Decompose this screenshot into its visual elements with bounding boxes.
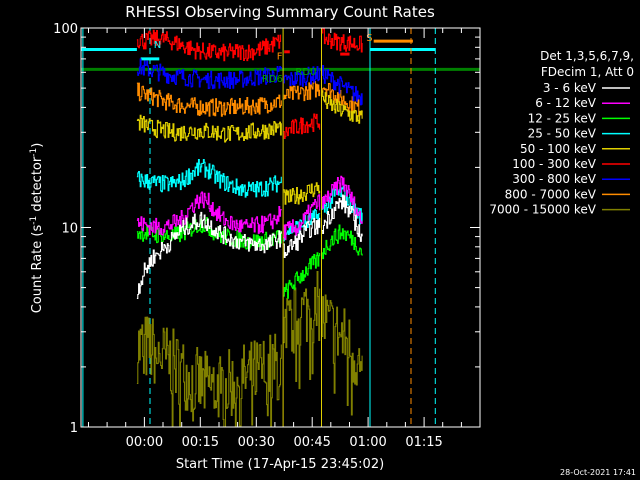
legend: Det 1,3,5,6,7,9, FDecim 1, Att 0 3 - 6 k… xyxy=(489,49,634,217)
chart-annotation: RD0 xyxy=(295,67,316,78)
y-tick-label: 1 xyxy=(70,421,78,436)
series-line xyxy=(283,270,321,390)
generation-timestamp: 28-Oct-2021 17:41 xyxy=(560,468,636,477)
y-axis-label: Count Rate (s-1 detector-1) xyxy=(29,143,45,314)
x-tick-label: 00:00 xyxy=(126,435,163,450)
series-line xyxy=(321,90,363,124)
series-line xyxy=(321,194,363,242)
legend-entry-label: 100 - 300 keV xyxy=(512,157,596,171)
x-axis-label: Start Time (17-Apr-15 23:45:02) xyxy=(176,457,384,472)
y-axis-label-part-1: Count Rate (s xyxy=(30,225,45,314)
legend-entry-label: 300 - 800 keV xyxy=(512,172,596,186)
y-axis-label-part-2: detector xyxy=(30,156,45,216)
series-line xyxy=(321,28,363,53)
x-tick-label: 01:00 xyxy=(349,435,386,450)
series-lines xyxy=(136,28,363,427)
series-line xyxy=(136,191,282,236)
y-axis-label-part-3: ) xyxy=(30,143,45,148)
legend-entry-label: 6 - 12 keV xyxy=(535,96,597,110)
series-line xyxy=(321,294,363,416)
series-line xyxy=(136,58,282,90)
series-line xyxy=(283,194,321,241)
y-axis-ticks: 1 10 100 xyxy=(53,22,480,436)
chart-annotation: N xyxy=(154,40,161,51)
x-tick-label: 00:45 xyxy=(293,435,330,450)
x-tick-label: 00:15 xyxy=(182,435,219,450)
series-line xyxy=(283,252,321,299)
series-line xyxy=(136,211,282,299)
legend-entry-label: 800 - 7000 keV xyxy=(505,187,597,201)
chart-annotation: F xyxy=(277,51,283,62)
series-line xyxy=(136,217,282,251)
plot-area: N RD6 RD0 F S 1 10 100 00:00 00:15 00:30 00:45 01:… xyxy=(53,22,481,450)
chart-annotations: N RD6 RD0 F S xyxy=(154,33,373,85)
series-line xyxy=(283,217,321,259)
chart-annotation: RD6 xyxy=(262,74,283,85)
series-line xyxy=(136,82,282,117)
legend-header-line-2: FDecim 1, Att 0 xyxy=(541,65,634,79)
legend-entry-label: 50 - 100 keV xyxy=(520,142,597,156)
reference-lines xyxy=(81,28,480,427)
x-tick-label: 01:15 xyxy=(405,435,442,450)
legend-entry-label: 25 - 50 keV xyxy=(528,127,597,141)
series-line xyxy=(321,224,363,260)
series-line xyxy=(136,114,282,143)
legend-header-line-1: Det 1,3,5,6,7,9, xyxy=(540,49,634,63)
chart-annotation: S xyxy=(366,33,372,44)
y-tick-label: 10 xyxy=(61,222,78,237)
y-tick-label: 100 xyxy=(53,22,78,37)
series-line xyxy=(136,29,282,62)
series-line xyxy=(283,113,321,140)
x-tick-label: 00:30 xyxy=(238,435,275,450)
legend-entry-label: 7000 - 15000 keV xyxy=(489,203,596,217)
series-line xyxy=(283,66,321,87)
legend-entry-label: 3 - 6 keV xyxy=(543,81,597,95)
y-axis-label-exponent-2: -1 xyxy=(29,148,39,157)
series-line xyxy=(321,64,363,106)
series-line xyxy=(136,159,282,198)
series-line xyxy=(136,316,282,427)
series-line xyxy=(283,182,321,205)
y-axis-label-exponent-1: -1 xyxy=(29,216,39,225)
series-line xyxy=(321,83,363,117)
x-axis-ticks: 00:00 00:15 00:30 00:45 01:00 01:15 xyxy=(88,28,481,450)
chart-title: RHESSI Observing Summary Count Rates xyxy=(125,3,435,21)
legend-entry-label: 12 - 25 keV xyxy=(528,111,597,125)
